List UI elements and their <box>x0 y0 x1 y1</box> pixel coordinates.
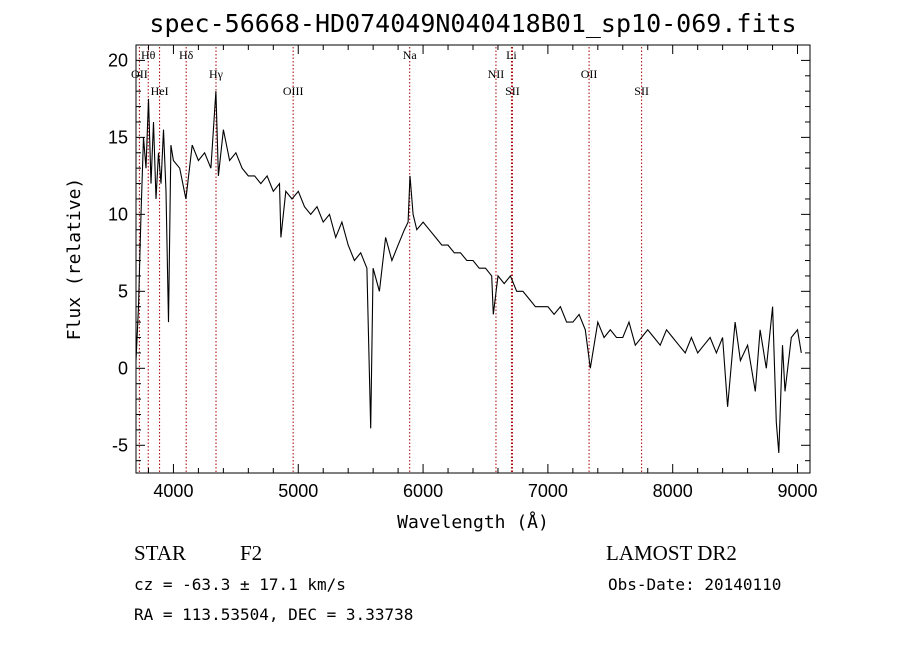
redshift-cz: cz = -63.3 ± 17.1 km/s <box>134 575 346 594</box>
spectral-line-label: HeI <box>151 84 169 98</box>
y-tick-label: 20 <box>108 50 128 70</box>
ra-dec-coordinates: RA = 113.53504, DEC = 3.33738 <box>134 605 413 624</box>
x-tick-label: 7000 <box>528 481 568 501</box>
spectral-line-label: OII <box>581 67 598 81</box>
y-tick-label: 5 <box>118 281 128 301</box>
object-type: STAR <box>134 541 186 565</box>
spectral-line-label: NII <box>488 67 505 81</box>
plot-frame <box>135 44 811 474</box>
spectral-line-label: Li <box>506 48 517 62</box>
object-subclass: F2 <box>240 541 262 565</box>
observation-date: Obs-Date: 20140110 <box>608 575 781 594</box>
spectrum-line <box>135 91 802 454</box>
spectral-line-label: OII <box>131 67 148 81</box>
spectral-line-label: SII <box>634 84 649 98</box>
chart-title: spec-56668-HD074049N040418B01_sp10-069.f… <box>149 9 796 38</box>
y-tick-label: -5 <box>112 435 128 455</box>
spectral-line-label: OIII <box>283 84 304 98</box>
y-tick-label: 0 <box>118 358 128 378</box>
x-tick-label: 4000 <box>153 481 193 501</box>
spectral-line-label: Hγ <box>209 67 224 81</box>
x-axis-ticks: 4000 5000 6000 7000 8000 9000 <box>147 45 818 501</box>
y-tick-label: 10 <box>108 204 128 224</box>
spectral-line-label: Hδ <box>179 48 194 62</box>
spectral-line-label: Na <box>403 48 418 62</box>
spectral-line-label: Hθ <box>141 48 156 62</box>
spectral-line-label: SII <box>505 84 520 98</box>
x-tick-label: 6000 <box>403 481 443 501</box>
x-tick-label: 5000 <box>278 481 318 501</box>
x-axis-title: Wavelength (Å) <box>397 511 549 533</box>
y-axis-title: Flux (relative) <box>64 178 85 341</box>
x-tick-label: 8000 <box>653 481 693 501</box>
x-tick-label: 9000 <box>777 481 817 501</box>
y-axis-ticks: -5 0 5 10 15 20 <box>108 50 810 462</box>
y-tick-label: 15 <box>108 127 128 147</box>
spectral-marker-lines <box>138 47 643 473</box>
survey-name: LAMOST DR2 <box>606 541 737 565</box>
